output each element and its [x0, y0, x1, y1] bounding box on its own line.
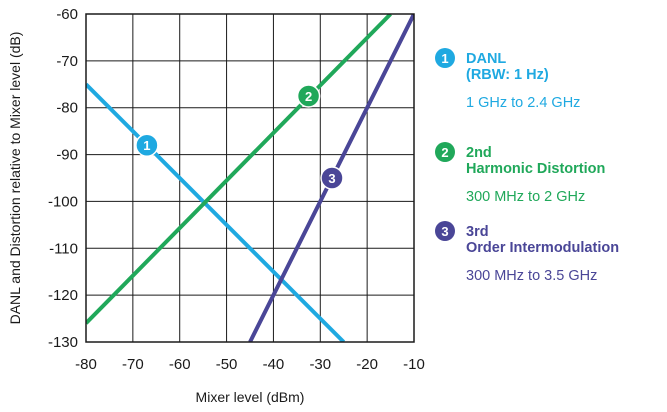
series-markers: 1 2 3	[135, 84, 344, 190]
x-tick-label: -60	[169, 356, 191, 373]
y-tick-label: -70	[56, 53, 78, 70]
series-marker-number: 3	[328, 171, 335, 186]
x-tick-label: -70	[122, 356, 144, 373]
x-tick-label: -80	[75, 356, 97, 373]
legend-heading: 2nd	[466, 145, 492, 161]
x-tick-label: -10	[403, 356, 425, 373]
y-axis-label: DANL and Distortion relative to Mixer le…	[7, 32, 23, 325]
legend-marker-number: 1	[441, 51, 448, 66]
x-tick-labels: -80 -70 -60 -50 -40 -30 -20 -10	[75, 356, 425, 373]
x-axis-label: Mixer level (dBm)	[196, 389, 305, 405]
plot-frame	[85, 13, 415, 343]
x-tick-label: -20	[356, 356, 378, 373]
y-tick-label: -90	[56, 147, 78, 164]
legend-frequency-range: 1 GHz to 2.4 GHz	[466, 95, 580, 111]
series-marker-number: 1	[143, 138, 150, 153]
legend-frequency-range: 300 MHz to 3.5 GHz	[466, 268, 597, 284]
x-tick-label: -40	[263, 356, 285, 373]
legend: 1 DANL(RBW: 1 Hz) 1 GHz to 2.4 GHz 2 2ndHarm…	[435, 48, 619, 284]
y-tick-label: -120	[48, 287, 78, 304]
y-tick-label: -110	[49, 240, 78, 257]
legend-marker	[435, 48, 455, 68]
y-tick-label: -100	[48, 193, 78, 210]
legend-heading: Order Intermodulation	[466, 240, 619, 256]
legend-marker-number: 3	[441, 224, 448, 239]
y-tick-label: -130	[48, 334, 78, 351]
grid	[85, 13, 415, 343]
series-marker-3	[320, 166, 344, 190]
legend-marker-number: 2	[441, 145, 448, 160]
legend-item-1: 1 DANL(RBW: 1 Hz) 1 GHz to 2.4 GHz	[435, 48, 580, 111]
x-tick-label: -50	[216, 356, 238, 373]
legend-frequency-range: 300 MHz to 2 GHz	[466, 189, 585, 205]
legend-heading: 3rd	[466, 224, 489, 240]
series-marker-2	[296, 84, 321, 108]
series-line-1	[86, 82, 346, 342]
series-marker-1	[135, 133, 159, 157]
y-tick-label: -60	[56, 6, 78, 23]
legend-heading: DANL	[466, 51, 506, 67]
y-tick-label: -80	[56, 100, 78, 117]
legend-marker	[435, 221, 455, 241]
series-lines	[86, 14, 414, 342]
x-tick-label: -30	[309, 356, 331, 373]
legend-heading: (RBW: 1 Hz)	[466, 67, 549, 83]
legend-marker	[435, 142, 455, 162]
series-line-2	[86, 14, 392, 325]
series-marker-number: 2	[305, 89, 312, 104]
y-tick-labels: -60 -70 -80 -90 -100 -110 -120 -130	[48, 6, 78, 351]
legend-heading: Harmonic Distortion	[466, 161, 605, 177]
